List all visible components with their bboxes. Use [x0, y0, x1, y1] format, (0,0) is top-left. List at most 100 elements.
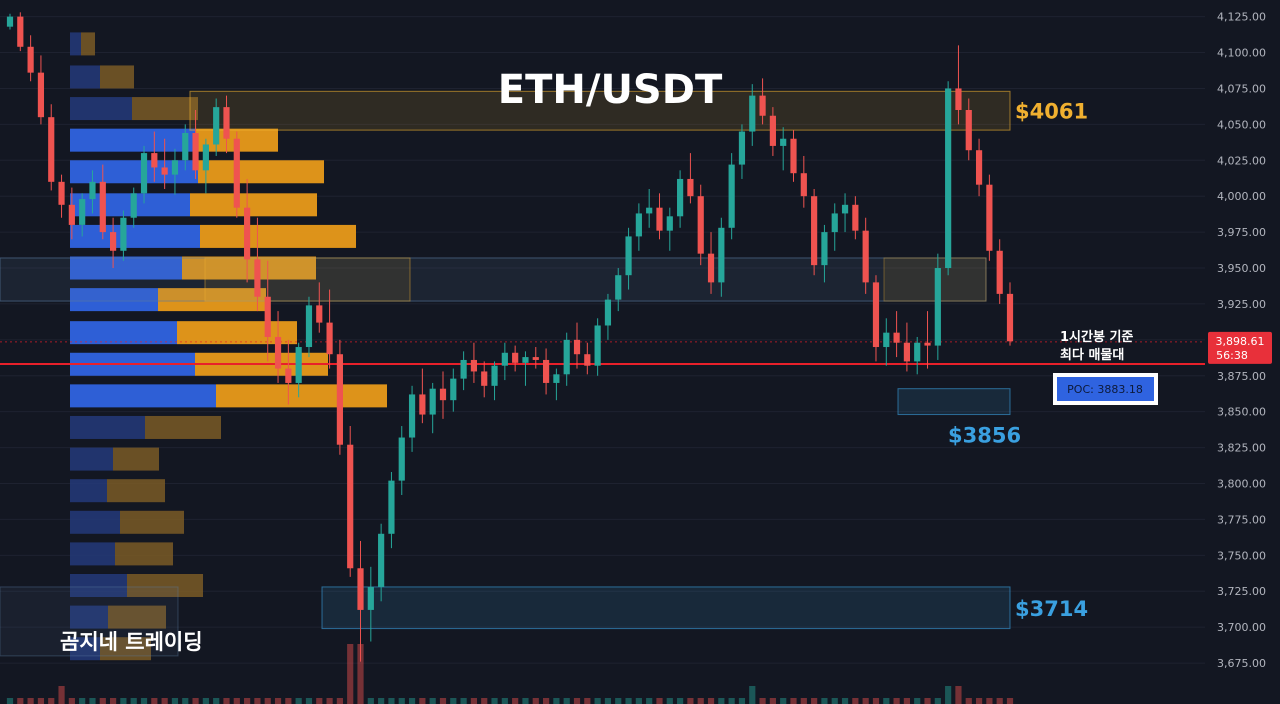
candle-body[interactable] [522, 357, 529, 363]
candle-body[interactable] [924, 342, 931, 346]
candle-body[interactable] [914, 342, 921, 362]
candle-body[interactable] [666, 216, 673, 231]
candlesticks[interactable] [6, 12, 1014, 662]
candle-body[interactable] [893, 332, 900, 343]
candle-body[interactable] [120, 217, 127, 251]
candle-body[interactable] [408, 394, 416, 438]
candle-body[interactable] [27, 46, 34, 73]
candle-body[interactable] [460, 359, 467, 379]
candle-body[interactable] [336, 354, 343, 445]
candle-body[interactable] [223, 107, 230, 139]
candle-body[interactable] [481, 371, 488, 386]
candle-body[interactable] [934, 268, 941, 346]
candle-body[interactable] [563, 339, 570, 375]
candle-body[interactable] [594, 325, 601, 366]
candle-body[interactable] [656, 207, 663, 231]
candle-body[interactable] [37, 72, 45, 118]
candle-body[interactable] [1006, 293, 1014, 342]
candle-body[interactable] [316, 305, 323, 323]
candle-body[interactable] [749, 95, 756, 132]
candle-body[interactable] [110, 232, 117, 251]
candle-body[interactable] [254, 259, 261, 297]
candle-body[interactable] [759, 95, 766, 116]
candle-body[interactable] [79, 199, 86, 225]
candle-body[interactable] [347, 444, 354, 569]
candle-body[interactable] [780, 138, 787, 146]
candle-body[interactable] [326, 322, 333, 355]
candle-body[interactable] [584, 354, 591, 366]
candle-body[interactable] [862, 230, 869, 283]
candle-body[interactable] [769, 115, 776, 146]
candle-body[interactable] [264, 296, 271, 337]
candle-body[interactable] [532, 357, 539, 360]
candle-body[interactable] [986, 184, 993, 251]
candle-body[interactable] [903, 342, 910, 362]
candle-body[interactable] [470, 359, 478, 372]
candle-body[interactable] [945, 88, 952, 269]
candle-body[interactable] [697, 196, 704, 254]
candle-body[interactable] [274, 336, 282, 369]
candle-body[interactable] [553, 374, 560, 383]
candle-body[interactable] [821, 232, 828, 266]
candle-body[interactable] [244, 207, 251, 260]
candle-body[interactable] [738, 131, 746, 165]
candle-body[interactable] [357, 568, 364, 610]
candle-body[interactable] [512, 352, 519, 363]
candle-body[interactable] [955, 88, 962, 110]
candle-body[interactable] [975, 150, 983, 185]
candle-body[interactable] [151, 153, 158, 168]
candle-body[interactable] [202, 144, 209, 171]
candle-body[interactable] [790, 138, 797, 174]
candle-body[interactable] [130, 193, 137, 218]
candle-body[interactable] [625, 236, 632, 276]
candle-body[interactable] [89, 181, 96, 200]
candle-body[interactable] [615, 275, 622, 300]
candle-body[interactable] [573, 339, 581, 355]
candle-body[interactable] [213, 107, 220, 145]
candle-body[interactable] [604, 299, 612, 326]
candle-body[interactable] [305, 305, 313, 348]
candle-body[interactable] [883, 332, 890, 348]
candle-body[interactable] [161, 167, 168, 175]
candle-body[interactable] [398, 437, 405, 481]
candle-body[interactable] [367, 586, 374, 610]
candle-body[interactable] [450, 378, 457, 401]
candle-body[interactable] [841, 204, 849, 214]
candle-body[interactable] [388, 480, 395, 534]
candle-body[interactable] [48, 117, 55, 182]
candle-body[interactable] [728, 164, 735, 228]
candle-body[interactable] [831, 213, 838, 233]
candle-body[interactable] [285, 368, 292, 383]
candle-body[interactable] [58, 181, 65, 205]
candle-body[interactable] [171, 160, 179, 175]
candle-body[interactable] [718, 227, 725, 283]
candle-body[interactable] [233, 138, 240, 208]
candle-body[interactable] [687, 178, 694, 197]
candle-body[interactable] [811, 196, 818, 266]
candle-body[interactable] [68, 204, 75, 225]
candle-body[interactable] [182, 132, 189, 161]
candle-body[interactable] [140, 153, 148, 194]
candle-body[interactable] [491, 365, 498, 386]
candle-body[interactable] [542, 359, 550, 383]
candle-body[interactable] [965, 109, 972, 151]
candle-body[interactable] [419, 394, 426, 415]
candle-body[interactable] [800, 173, 807, 197]
candle-body[interactable] [99, 181, 106, 233]
candle-body[interactable] [852, 204, 859, 231]
candle-body[interactable] [295, 347, 302, 383]
candle-body[interactable] [996, 250, 1003, 294]
candle-body[interactable] [872, 282, 880, 348]
candle-body[interactable] [635, 213, 642, 237]
candle-body[interactable] [429, 388, 436, 415]
candle-body[interactable] [192, 132, 199, 171]
candle-body[interactable] [646, 207, 653, 214]
candle-body[interactable] [6, 16, 14, 27]
candle-body[interactable] [501, 352, 508, 366]
candle-body[interactable] [439, 388, 447, 401]
candle-body[interactable] [378, 533, 385, 587]
candle-body[interactable] [17, 16, 24, 47]
candle-body[interactable] [707, 253, 715, 283]
candle-body[interactable] [677, 178, 684, 217]
